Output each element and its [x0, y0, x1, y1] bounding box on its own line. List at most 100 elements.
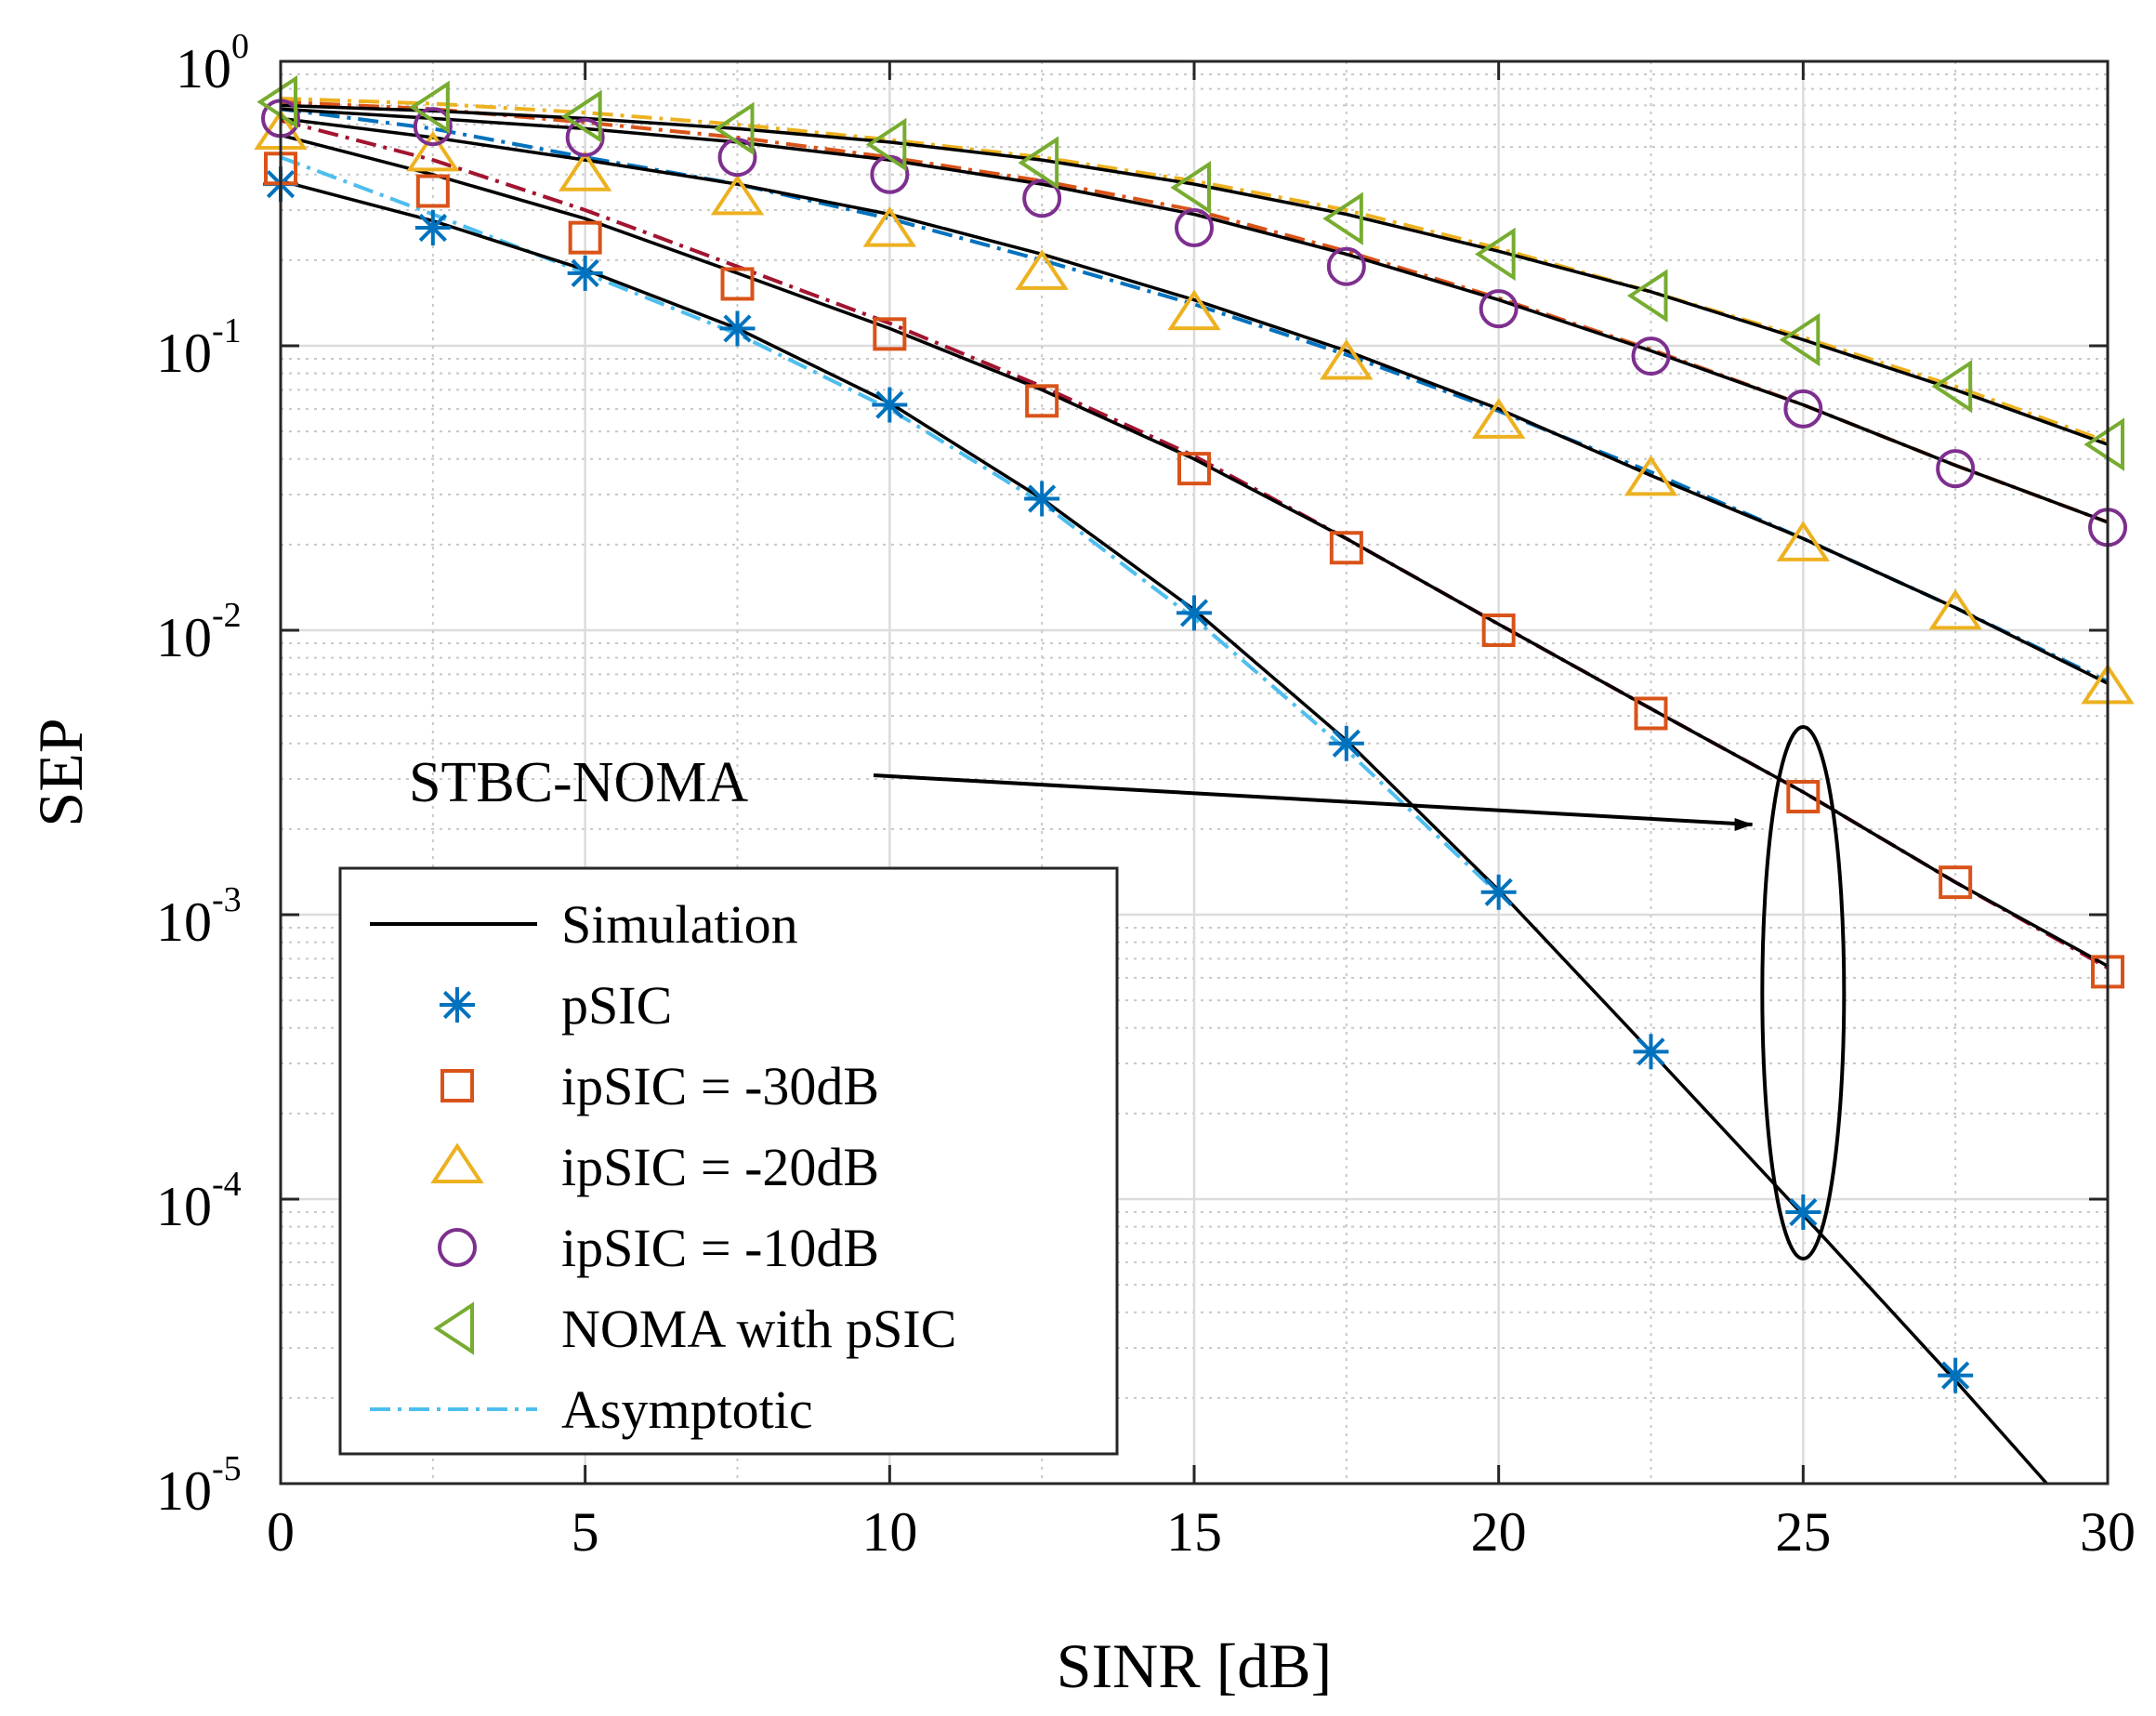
legend-entry: pSIC [440, 975, 672, 1036]
legend-label: ipSIC = -20dB [561, 1137, 879, 1197]
data-point [1015, 249, 1069, 290]
data-point [409, 80, 450, 135]
legend-entry: ipSIC = -10dB [438, 1218, 879, 1278]
y-tick-label-base: 10 [156, 607, 212, 668]
data-point [1025, 384, 1059, 418]
data-point [1471, 398, 1526, 439]
data-point [558, 151, 612, 191]
data-point [1624, 455, 1678, 496]
data-point [1936, 449, 1976, 489]
data-point [561, 89, 602, 144]
legend-entry: ipSIC = -20dB [430, 1137, 879, 1197]
y-tick-label: 10 -5 [156, 1449, 242, 1522]
data-point [2084, 417, 2124, 471]
data-point [1633, 1034, 1669, 1070]
data-point [1177, 452, 1211, 486]
legend-label: ipSIC = -10dB [561, 1218, 879, 1278]
annotation-label: STBC-NOMA [409, 751, 748, 814]
y-axis-title: SEP [25, 718, 96, 826]
data-point [1938, 1357, 1974, 1393]
y-tick-label-exponent: 0 [231, 27, 249, 66]
y-tick-label: 10 -3 [156, 880, 242, 953]
data-point [1481, 614, 1516, 647]
data-point [719, 310, 756, 347]
legend-entry: Asymptotic [370, 1379, 813, 1440]
data-point [1931, 359, 1973, 414]
ticks [279, 59, 2110, 1485]
legend-marker [438, 1228, 477, 1267]
legend-marker [440, 1069, 474, 1102]
legend-entry: ipSIC = -30dB [440, 1056, 879, 1116]
y-tick-label-base: 10 [176, 38, 231, 99]
legend-label: pSIC [561, 975, 672, 1036]
simulation-curve [281, 133, 2108, 968]
y-tick-label-exponent: -2 [212, 596, 242, 635]
data-point [1024, 481, 1060, 517]
x-tick-label: 20 [1471, 1501, 1527, 1563]
data-point [720, 267, 755, 301]
legend: Simulation pSIC ipSIC = -30dB ipSIC = -20dB… [338, 866, 1119, 1456]
simulation-curve [281, 116, 2108, 685]
legend-entry: NOMA with pSIC [433, 1299, 956, 1359]
data-point [865, 117, 907, 172]
data-point [1018, 136, 1059, 190]
data-point [567, 255, 603, 291]
legend-entry: Simulation [370, 894, 798, 955]
annotation-ellipse [1760, 725, 1847, 1261]
x-tick-label: 15 [1166, 1501, 1222, 1563]
legend-marker [440, 987, 475, 1023]
data-point [1175, 208, 1214, 248]
y-tick-label: 10 -1 [156, 311, 242, 384]
legend-marker [433, 1301, 474, 1355]
data-point [1631, 337, 1671, 376]
data-point [1167, 289, 1221, 331]
x-tick-label: 30 [2080, 1501, 2136, 1563]
y-tick-label-base: 10 [156, 891, 212, 953]
data-point [256, 74, 297, 129]
x-axis-title: SINR [dB] [1057, 1630, 1333, 1701]
data-point [862, 205, 917, 247]
data-point [1785, 1195, 1821, 1231]
y-tick-label-base: 10 [156, 1460, 212, 1522]
data-point [1480, 874, 1517, 910]
y-tick-label-exponent: -1 [212, 311, 242, 350]
data-point [1928, 588, 1982, 630]
data-point [1329, 531, 1363, 565]
x-tick-label: 0 [267, 1501, 295, 1563]
data-point [717, 138, 757, 178]
asymptotic-curve [281, 97, 2108, 444]
data-point [1326, 246, 1366, 286]
data-point [1322, 191, 1363, 245]
data-point [415, 174, 450, 208]
asymptotic-curve [281, 155, 1501, 896]
data-point [1779, 312, 1821, 367]
y-tick-label: 10 0 [176, 27, 249, 99]
y-tick-label: 10 -2 [156, 596, 242, 668]
data-point [1939, 865, 1973, 900]
data-point [406, 130, 460, 172]
data-point [1475, 227, 1516, 282]
data-point [710, 174, 765, 216]
data-point [1320, 338, 1374, 380]
legend-label: Simulation [561, 894, 798, 955]
data-point [1783, 389, 1823, 429]
x-tick-label: 5 [572, 1501, 599, 1563]
stbc-noma-annotation: STBC-NOMA [409, 725, 1847, 1261]
data-point [413, 107, 453, 147]
data-point [414, 210, 451, 246]
annotation-arrow [873, 773, 1754, 831]
x-tick-labels: 0 5 10 15 20 25 30 [267, 1501, 2136, 1563]
data-point [1022, 178, 1062, 218]
legend-label: Asymptotic [561, 1379, 813, 1440]
data-point [568, 220, 602, 255]
data-point [713, 101, 755, 156]
legend-marker [430, 1142, 484, 1183]
y-tick-label-exponent: -3 [212, 880, 242, 919]
data-point [1170, 161, 1211, 215]
legend-box [338, 866, 1119, 1456]
legend-label: NOMA with pSIC [561, 1299, 956, 1359]
y-tick-label-exponent: -4 [212, 1165, 242, 1204]
data-point [565, 117, 605, 157]
data-point [1328, 725, 1364, 761]
